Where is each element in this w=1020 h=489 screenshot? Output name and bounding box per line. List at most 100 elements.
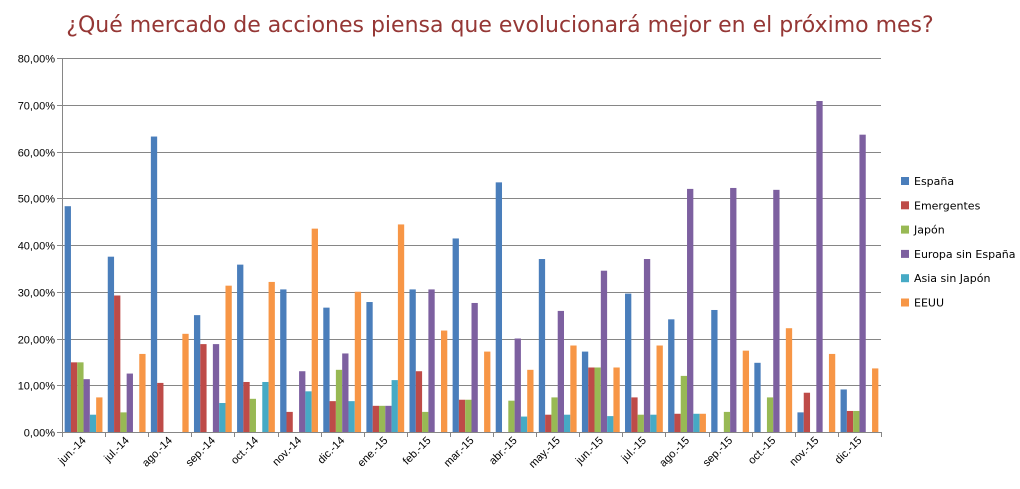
legend-label: Japón [913, 224, 945, 237]
bar [613, 367, 620, 432]
x-tick-label: may.-15 [527, 435, 563, 471]
y-tick-label: 40,00% [18, 241, 56, 253]
bar [508, 400, 515, 432]
y-tick-label: 60,00% [18, 148, 56, 160]
bar [766, 397, 774, 432]
bar [348, 401, 355, 432]
y-tick-label: 50,00% [18, 194, 56, 206]
legend-swatch [901, 177, 909, 185]
x-tick-label: nov.-15 [788, 435, 822, 469]
bar [458, 399, 466, 432]
x-tick-label: dic.-15 [833, 435, 865, 467]
bar [139, 353, 146, 432]
bar [397, 224, 405, 432]
bar [415, 371, 423, 432]
bar [193, 315, 201, 433]
bar [637, 414, 644, 432]
bar [471, 302, 478, 432]
bar [70, 362, 78, 432]
bar [225, 285, 232, 432]
x-tick-label: ago.-14 [140, 435, 175, 470]
x-tick-label: jul.-15 [619, 435, 649, 465]
legend-swatch [901, 249, 909, 258]
bar [797, 412, 804, 432]
bar [77, 362, 84, 432]
x-tick-label: oct.-15 [746, 435, 778, 467]
bar [305, 391, 312, 432]
bar [656, 345, 663, 432]
bar [742, 350, 750, 432]
bar [859, 134, 866, 433]
legend-label: Europa sin España [914, 248, 1016, 261]
x-tick-label: oct.-14 [229, 435, 261, 467]
bar [323, 307, 330, 432]
bar [212, 344, 220, 432]
bar [514, 338, 521, 432]
bar [311, 228, 318, 432]
bar [699, 413, 706, 432]
bar [391, 380, 398, 432]
bar [538, 259, 546, 432]
bar [723, 411, 731, 432]
bar [520, 416, 528, 432]
bar [570, 345, 577, 432]
bar [730, 187, 737, 432]
bar [846, 410, 854, 432]
bar [182, 333, 189, 432]
legend-label: Emergentes [914, 199, 981, 212]
legend-swatch [901, 225, 909, 234]
bar [342, 353, 349, 432]
legend: España Emergentes Japón Europa sin España As… [901, 175, 1016, 310]
bar [607, 416, 614, 432]
y-tick-label: 80,00% [18, 54, 56, 66]
bar [773, 189, 780, 432]
bar [280, 289, 287, 432]
bar [495, 182, 503, 432]
legend-label: España [914, 175, 954, 188]
x-tick-label: ago.-15 [657, 435, 692, 470]
bar [157, 382, 164, 432]
x-tick-label: mar.-15 [442, 435, 477, 470]
x-tick-label: nov.-14 [270, 435, 304, 469]
bar [366, 302, 373, 432]
y-tick-label: 0,00% [24, 428, 55, 440]
x-tick-label: jun.-14 [56, 435, 89, 468]
bar [785, 328, 793, 432]
bar [114, 295, 121, 432]
bar [354, 291, 362, 432]
bar [625, 293, 632, 432]
x-tick-label: dic.-14 [315, 435, 347, 467]
x-tick-label: abr.-15 [487, 435, 520, 468]
bar [872, 368, 879, 432]
bar [440, 330, 448, 432]
bar [150, 136, 158, 433]
legend-label: Asia sin Japón [914, 272, 991, 285]
chart-title: ¿Qué mercado de acciones piensa que evol… [66, 13, 933, 38]
bar [243, 381, 250, 432]
bar [680, 375, 688, 432]
bar [329, 401, 336, 432]
bar [816, 101, 823, 432]
bar [551, 397, 558, 432]
x-tick-label: sep.-14 [184, 435, 218, 469]
bar [422, 411, 429, 432]
bar [378, 405, 386, 432]
bar [335, 369, 343, 432]
bar [96, 397, 103, 432]
bar [557, 310, 565, 432]
bar [588, 367, 595, 432]
bar [262, 381, 269, 432]
bar [803, 392, 811, 432]
x-tick-label: feb.-15 [401, 435, 434, 468]
legend-swatch [901, 201, 909, 210]
legend-swatch [901, 274, 909, 283]
x-tick-label: ene.-15 [356, 435, 391, 470]
bar [249, 398, 256, 432]
bar [853, 410, 860, 432]
y-tick-label: 20,00% [18, 335, 56, 347]
x-tick-label: jul.-14 [101, 435, 131, 465]
bar [581, 351, 589, 432]
bar [600, 270, 608, 432]
y-tick-label: 10,00% [18, 381, 56, 393]
